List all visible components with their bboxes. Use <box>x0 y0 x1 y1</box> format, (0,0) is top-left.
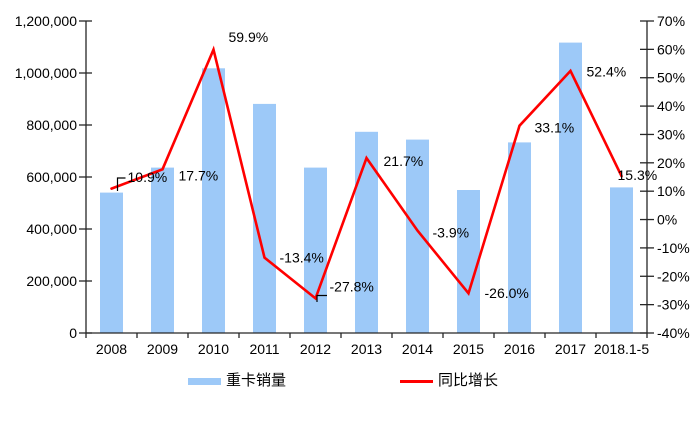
right-axis-label: -10% <box>657 240 690 256</box>
leader-line-2008 <box>116 177 126 191</box>
right-axis-label: 10% <box>657 183 685 199</box>
bar-2018.1-5 <box>610 187 633 333</box>
x-axis-label-2008: 2008 <box>96 341 127 357</box>
bar-2016 <box>508 142 531 333</box>
right-axis-ticks: 70% 60% 50% 40% 30% 20% 10% 0% -10% -20% -30% -40% <box>640 13 690 341</box>
legend-label-sales: 重卡销量 <box>226 372 287 389</box>
right-axis-label: 60% <box>657 41 685 57</box>
x-axis-label-2018.1-5: 2018.1-5 <box>594 341 649 357</box>
bar-2009 <box>151 167 174 333</box>
legend-label-growth: 同比增长 <box>438 372 499 389</box>
right-axis-label: 40% <box>657 98 685 114</box>
bar-2014 <box>406 139 429 333</box>
right-axis-label: -20% <box>657 268 690 284</box>
right-axis-label: 0% <box>657 212 677 228</box>
bar-series-swatch <box>188 377 221 385</box>
left-axis-label: 1,200,000 <box>15 13 77 29</box>
growth-label-2016: 33.1% <box>535 120 575 136</box>
growth-label-2012: -27.8% <box>330 278 374 294</box>
legend-item-growth: 同比增长 <box>400 372 499 389</box>
x-axis-label-2016: 2016 <box>504 341 535 357</box>
x-axis-label-2015: 2015 <box>453 341 484 357</box>
bar-2010 <box>202 68 225 334</box>
right-axis-label: 70% <box>657 13 685 29</box>
x-axis-label-2014: 2014 <box>402 341 433 357</box>
right-axis-label: 30% <box>657 126 685 142</box>
x-axis-label-2013: 2013 <box>351 341 382 357</box>
legend-item-sales: 重卡销量 <box>188 372 287 389</box>
bar-2008 <box>100 192 123 333</box>
x-axis-label-2009: 2009 <box>147 341 178 357</box>
right-axis-label: 50% <box>657 70 685 86</box>
left-axis-label: 600,000 <box>26 169 77 185</box>
left-axis-label: 1,000,000 <box>15 65 77 81</box>
x-axis: 2008 2009 2010 2011 2012 2013 2014 2015 2016 2017… <box>85 333 649 357</box>
growth-label-2013: 21.7% <box>384 153 424 169</box>
bar-2013 <box>355 131 378 333</box>
left-axis-label: 0 <box>69 325 77 341</box>
growth-line-series <box>110 45 623 301</box>
bar-series <box>100 42 633 334</box>
leader-line-2012 <box>316 294 327 302</box>
left-axis-ticks: 1,200,000 1,000,000 800,000 600,000 400,000 2… <box>15 13 92 341</box>
x-axis-label-2017: 2017 <box>555 341 586 357</box>
growth-label-2015: -26.0% <box>485 285 529 301</box>
bar-2015 <box>457 190 480 333</box>
bar-2017 <box>559 42 582 333</box>
bar-2011 <box>253 103 276 334</box>
left-axis-label: 800,000 <box>26 117 77 133</box>
right-axis-label: -30% <box>657 297 690 313</box>
bar-2012 <box>304 167 327 333</box>
x-axis-label-2012: 2012 <box>300 341 331 357</box>
label-leader-lines <box>116 177 327 302</box>
right-axis-label: 20% <box>657 155 685 171</box>
x-axis-label-2010: 2010 <box>198 341 229 357</box>
growth-data-labels: 10.9% 17.7% 59.9% -13.4% -27.8% 21.7% -3.9% -26… <box>128 29 658 301</box>
left-axis-label: 400,000 <box>26 221 77 237</box>
x-axis-label-2011: 2011 <box>249 341 279 357</box>
right-axis-label: -40% <box>657 325 690 341</box>
growth-label-2009: 17.7% <box>179 167 219 183</box>
growth-label-2017: 52.4% <box>587 63 627 79</box>
line-series-swatch <box>400 379 433 383</box>
growth-line <box>110 45 623 301</box>
growth-label-2018.1-5: 15.3% <box>618 167 658 183</box>
left-axis-label: 200,000 <box>26 273 77 289</box>
growth-label-2014: -3.9% <box>433 225 470 241</box>
growth-label-2010: 59.9% <box>229 29 269 45</box>
growth-label-2008: 10.9% <box>128 169 168 185</box>
growth-label-2011: -13.4% <box>280 250 324 266</box>
